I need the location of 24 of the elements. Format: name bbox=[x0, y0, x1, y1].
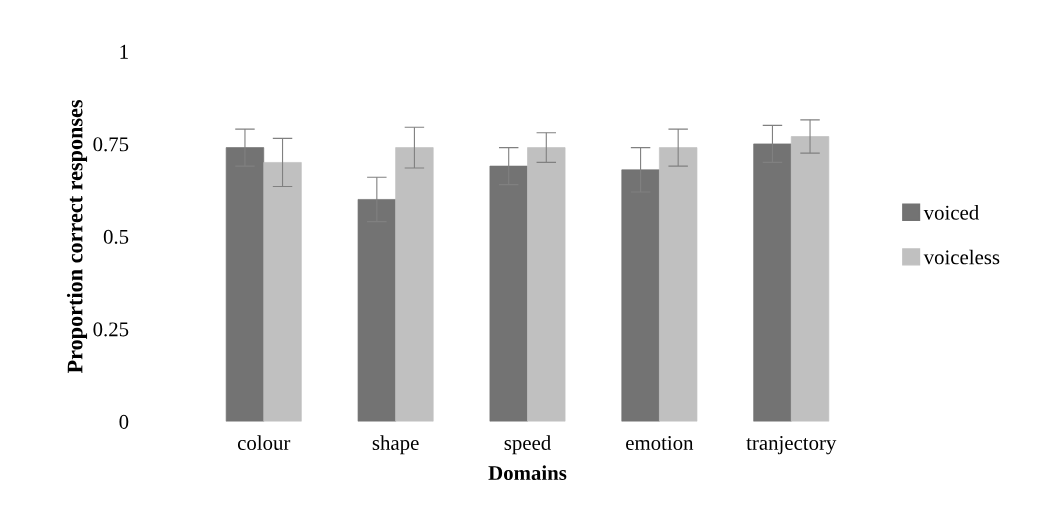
bar bbox=[395, 147, 434, 422]
bar bbox=[489, 165, 528, 422]
legend-label: voiceless bbox=[923, 249, 1000, 265]
bar bbox=[263, 162, 302, 422]
legend-label: voiced bbox=[923, 205, 979, 220]
bar bbox=[621, 169, 660, 422]
bar bbox=[753, 143, 792, 422]
x-tick-label: speed bbox=[504, 435, 551, 455]
y-tick-label: 0.75 bbox=[93, 137, 129, 152]
bar bbox=[357, 199, 396, 422]
bar bbox=[790, 136, 830, 422]
bar bbox=[225, 147, 265, 422]
y-tick-label: 1 bbox=[120, 44, 128, 59]
y-tick-label: 0.25 bbox=[93, 322, 129, 337]
y-tick-label: 0 bbox=[119, 414, 129, 429]
x-axis-title: Domains bbox=[488, 465, 567, 481]
bar bbox=[527, 147, 566, 422]
x-tick-label: tranjectory bbox=[746, 435, 837, 455]
y-tick-label: 0.5 bbox=[103, 229, 129, 244]
y-axis-title: Proportion correct responses bbox=[66, 99, 88, 374]
x-tick-label: emotion bbox=[626, 436, 694, 451]
bar bbox=[659, 147, 698, 422]
x-tick-label: colour bbox=[237, 435, 291, 451]
x-tick-label: shape bbox=[372, 435, 419, 455]
